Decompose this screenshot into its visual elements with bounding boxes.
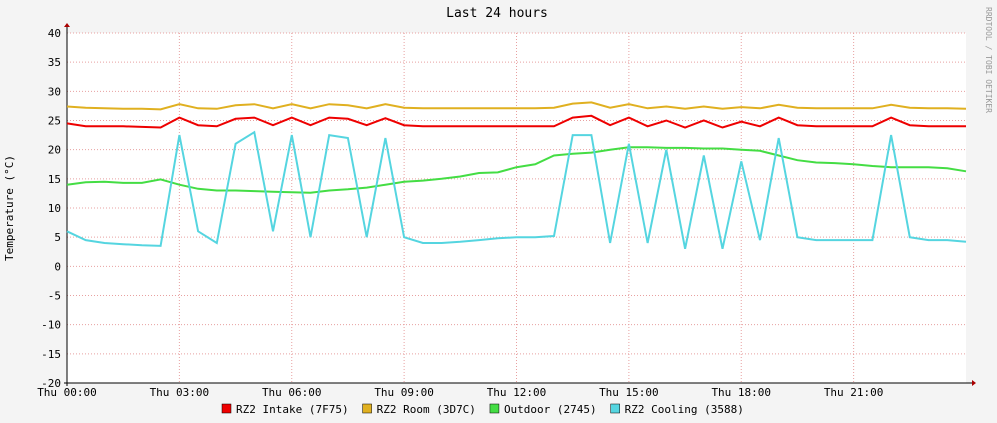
side-note: RRDTOOL / TOBI OETIKER [984,7,993,113]
series-line [66,114,966,129]
y-arrow [64,23,70,27]
legend-swatch [610,403,620,414]
y-tick-label: -10 [41,319,61,332]
y-tick-label: 20 [48,144,61,157]
legend-swatch [362,403,372,414]
y-tick-label: 40 [48,27,61,40]
y-tick-label: 10 [48,202,61,215]
series-line [66,101,967,111]
x-tick-label: Thu 09:00 [374,386,434,399]
x-tick-label: Thu 00:00 [37,386,97,399]
x-tick-label: Thu 03:00 [150,386,210,399]
chart-title: Last 24 hours [446,6,548,21]
series-line [66,146,967,194]
x-tick-label: Thu 06:00 [262,386,322,399]
series-line [66,130,967,250]
y-tick-label: 5 [54,231,61,244]
y-tick-label: 15 [48,173,61,186]
legend-swatch [221,403,232,414]
y-tick-label: -20 [41,377,61,390]
x-tick-label: Thu 21:00 [824,386,884,399]
y-tick-label: -15 [41,348,61,361]
x-arrow [972,380,976,386]
y-tick-label: 25 [48,115,61,128]
legend-label: RZ2 Room (3D7C) [377,403,476,416]
legend-label: RZ2 Cooling (3588) [625,403,744,416]
y-tick-label: 30 [48,85,61,98]
x-tick-label: Thu 18:00 [711,386,771,399]
legend-label: RZ2 Intake (7F75) [236,403,349,416]
y-tick-label: -5 [48,290,61,303]
x-tick-label: Thu 15:00 [599,386,659,399]
legend-swatch [489,403,500,414]
y-tick-label: 35 [48,56,61,69]
legend-label: Outdoor (2745) [504,403,597,416]
x-tick-label: Thu 12:00 [487,386,547,399]
y-axis-label: Temperature (°C) [3,155,16,261]
y-tick-label: 0 [54,260,61,273]
